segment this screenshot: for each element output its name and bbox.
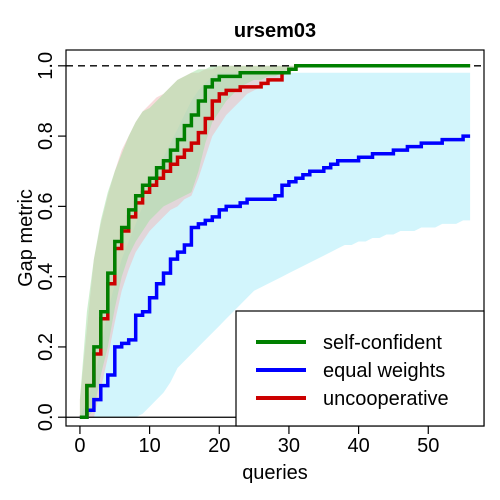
- series-line-equal-weights: [79, 134, 471, 419]
- y-tick-label-5: 1.0: [35, 52, 57, 80]
- y-tick-label-3: 0.6: [35, 192, 57, 220]
- y-axis-label: Gap metric: [15, 189, 37, 287]
- legend-label-self-confident: self-confident: [323, 332, 442, 354]
- x-tick-label-20: 20: [208, 435, 230, 457]
- legend: self-confident equal weights uncooperative: [235, 310, 485, 427]
- band-self-confident: [79, 65, 471, 418]
- x-axis: 0 10 20 30 40 50: [74, 426, 439, 457]
- legend-label-uncooperative: uncooperative: [323, 388, 449, 410]
- series-line-self-confident: [79, 64, 471, 419]
- y-tick-label-0: 0.0: [35, 403, 57, 431]
- x-axis-label: queries: [242, 462, 308, 484]
- legend-label-equal-weights: equal weights: [323, 360, 445, 382]
- x-tick-label-50: 50: [417, 435, 439, 457]
- x-tick-label-30: 30: [278, 435, 300, 457]
- x-tick-label-10: 10: [138, 435, 160, 457]
- y-tick-label-2: 0.4: [35, 263, 57, 291]
- y-tick-label-1: 0.2: [35, 333, 57, 361]
- x-tick-label-40: 40: [347, 435, 369, 457]
- x-tick-label-0: 0: [74, 435, 85, 457]
- y-axis: 0.0 0.2 0.4 0.6 0.8 1.0: [35, 52, 66, 431]
- chart-title: ursem03: [234, 20, 316, 42]
- series-lines: [79, 64, 471, 419]
- y-tick-label-4: 0.8: [35, 122, 57, 150]
